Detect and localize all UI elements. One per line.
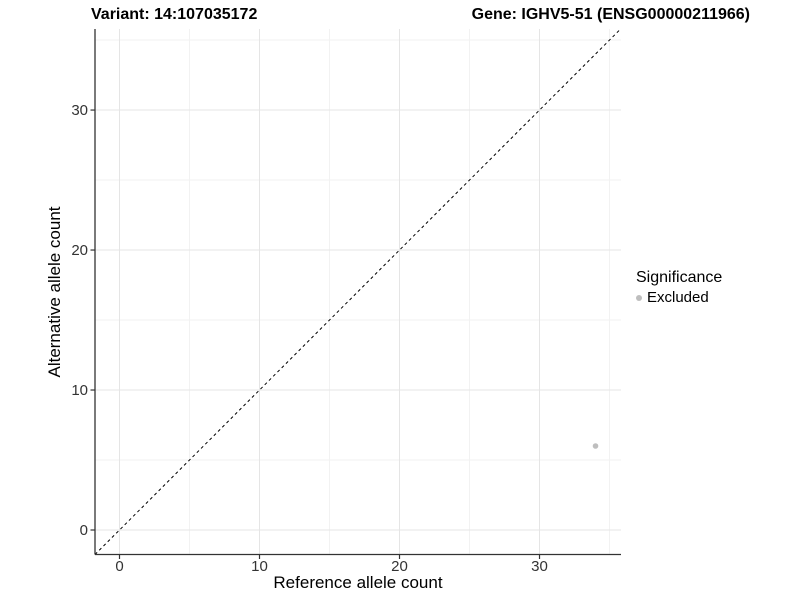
legend-title: Significance	[636, 269, 723, 286]
y-tick-label: 20	[71, 242, 88, 259]
legend-items: Excluded	[636, 288, 722, 307]
y-tick-label: 10	[71, 382, 88, 399]
y-tick-label: 0	[80, 522, 88, 539]
x-tick-label: 0	[115, 558, 123, 575]
data-point	[592, 443, 599, 449]
variant-title: Variant: 14:107035172	[91, 6, 258, 23]
x-axis-title: Reference allele count	[273, 573, 443, 592]
legend: Significance Excluded	[636, 268, 722, 307]
legend-item-label: Excluded	[647, 289, 709, 306]
x-tick-label: 10	[251, 558, 268, 575]
legend-point-icon	[636, 294, 642, 301]
gene-title: Gene: IGHV5-51 (ENSG00000211966)	[471, 6, 750, 23]
x-tick-label: 30	[531, 558, 548, 575]
identity-line	[94, 28, 621, 555]
legend-item: Excluded	[636, 288, 722, 307]
y-tick-label: 30	[71, 102, 88, 119]
x-tick-label: 20	[391, 558, 408, 575]
y-axis-title: Alternative allele count	[45, 206, 64, 378]
